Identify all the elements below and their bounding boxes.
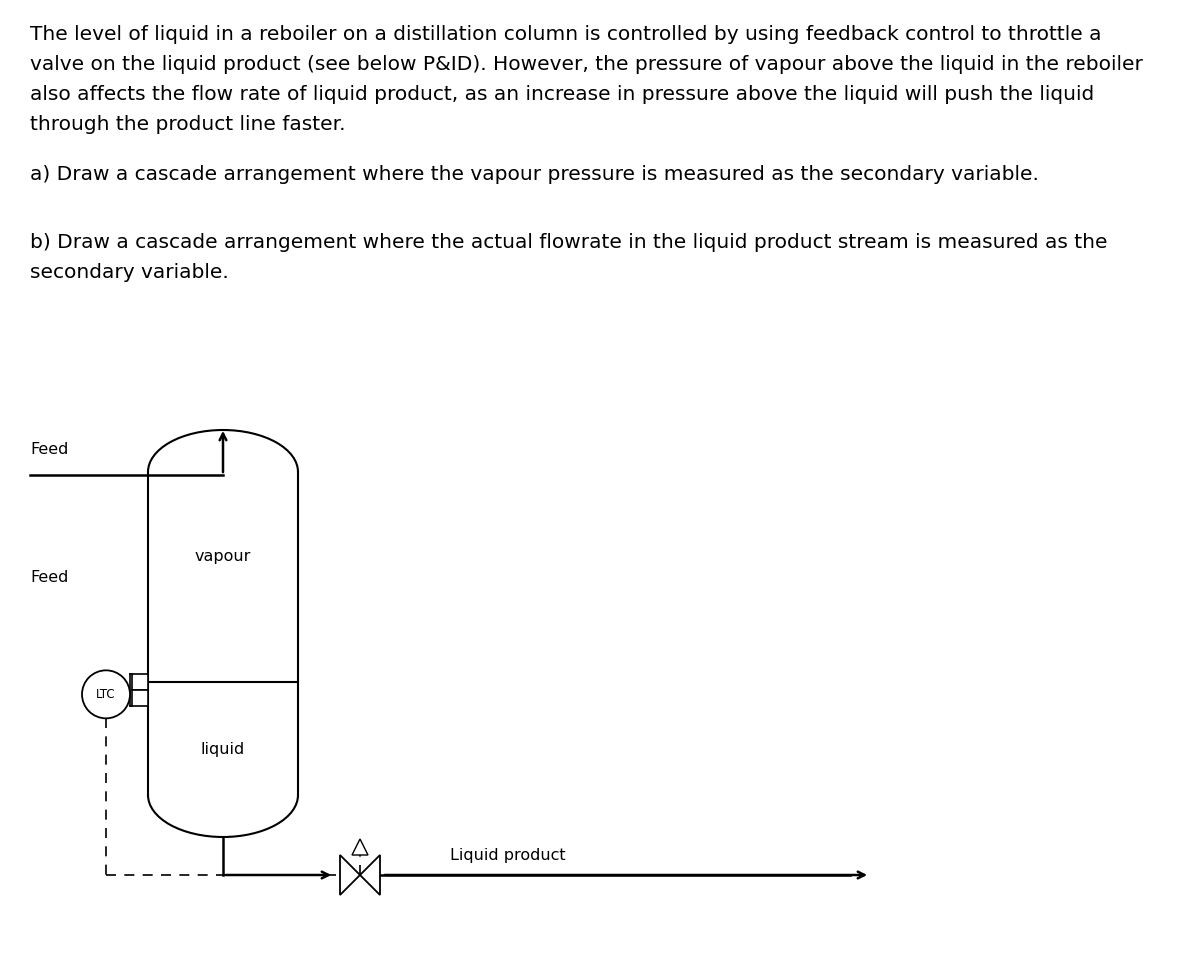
Text: The level of liquid in a reboiler on a distillation column is controlled by usin: The level of liquid in a reboiler on a d… <box>30 25 1102 44</box>
Polygon shape <box>340 855 360 895</box>
Text: Feed: Feed <box>30 570 68 585</box>
Text: LTC: LTC <box>96 688 116 701</box>
Polygon shape <box>352 839 368 855</box>
Text: also affects the flow rate of liquid product, as an increase in pressure above t: also affects the flow rate of liquid pro… <box>30 85 1094 104</box>
Text: secondary variable.: secondary variable. <box>30 263 229 282</box>
Text: liquid: liquid <box>200 742 245 757</box>
Text: Liquid product: Liquid product <box>450 848 565 863</box>
Circle shape <box>82 671 130 718</box>
Text: a) Draw a cascade arrangement where the vapour pressure is measured as the secon: a) Draw a cascade arrangement where the … <box>30 165 1039 184</box>
Polygon shape <box>360 855 380 895</box>
Bar <box>132 690 148 706</box>
Text: valve on the liquid product (see below P&ID). However, the pressure of vapour ab: valve on the liquid product (see below P… <box>30 55 1142 74</box>
Text: vapour: vapour <box>194 549 251 565</box>
Text: through the product line faster.: through the product line faster. <box>30 115 346 134</box>
Bar <box>132 675 148 690</box>
Text: b) Draw a cascade arrangement where the actual flowrate in the liquid product st: b) Draw a cascade arrangement where the … <box>30 233 1108 252</box>
Text: Feed: Feed <box>30 442 68 457</box>
